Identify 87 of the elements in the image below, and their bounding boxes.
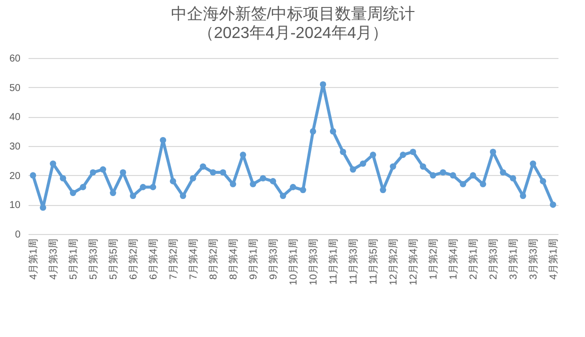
x-tick-label: 11月第1周 xyxy=(328,238,340,284)
y-tick-label: 0 xyxy=(14,230,21,240)
point xyxy=(330,128,336,134)
x-tick-label: 7月第2周 xyxy=(168,238,180,280)
point xyxy=(500,169,506,176)
x-tick-label: 5月第3周 xyxy=(88,238,100,280)
point xyxy=(300,186,306,194)
point xyxy=(290,184,296,190)
x-tick-label: 1月第2周 xyxy=(428,238,440,280)
chart-title: 中企海外新签/中标项目数量周统计 xyxy=(170,5,416,23)
point xyxy=(410,148,416,156)
x-tick-label: 3月第1周 xyxy=(508,238,520,280)
point xyxy=(310,128,316,134)
point xyxy=(50,160,56,167)
x-tick-label: 11月第3周 xyxy=(348,238,360,284)
point xyxy=(240,152,246,158)
x-tick-label: 9月第3周 xyxy=(268,238,280,280)
x-tick-label: 2月第1周 xyxy=(468,238,480,280)
x-tick-label: 9月第1周 xyxy=(248,238,260,280)
point xyxy=(260,175,266,182)
y-tick-label: 60 xyxy=(9,54,21,64)
y-tick-label: 30 xyxy=(9,142,21,152)
point xyxy=(530,160,536,167)
point xyxy=(180,192,186,200)
point xyxy=(150,184,156,190)
point xyxy=(370,152,376,158)
y-tick-label: 40 xyxy=(9,112,21,124)
point xyxy=(440,169,446,176)
x-tick-label: 8月第2周 xyxy=(208,238,220,280)
point xyxy=(460,180,466,188)
point xyxy=(60,175,66,182)
point xyxy=(470,172,476,178)
point xyxy=(140,184,146,190)
x-tick-label: 6月第4周 xyxy=(148,238,160,280)
x-tick-label: 4月第1周 xyxy=(548,238,560,280)
y-tick-label: 50 xyxy=(9,82,21,94)
x-tick-label: 4月第3周 xyxy=(48,238,60,280)
point xyxy=(160,136,166,144)
y-tick-label: 10 xyxy=(9,200,21,212)
point xyxy=(350,166,356,173)
x-tick-label: 10月第3周 xyxy=(308,238,320,286)
point xyxy=(170,178,176,184)
point xyxy=(230,180,236,188)
point xyxy=(540,178,546,184)
y-tick-label: 20 xyxy=(9,170,21,182)
x-tick-label: 2月第3周 xyxy=(488,238,500,280)
point xyxy=(380,186,386,194)
point xyxy=(430,172,436,178)
point xyxy=(190,175,196,182)
point xyxy=(490,148,496,156)
x-tick-label: 12月第2周 xyxy=(388,238,400,286)
point xyxy=(200,163,206,170)
x-tick-label: 3月第3周 xyxy=(528,238,540,280)
point xyxy=(400,152,406,158)
point xyxy=(80,184,86,190)
point xyxy=(130,192,136,200)
point xyxy=(40,204,46,211)
point xyxy=(70,190,76,196)
point xyxy=(210,169,216,176)
x-tick-label: 5月第1周 xyxy=(68,238,80,280)
chart-subtitle: （2023年4月-2024年4月） xyxy=(198,25,388,42)
point xyxy=(550,202,556,208)
point xyxy=(390,163,396,170)
point xyxy=(220,169,226,176)
point xyxy=(510,175,516,182)
point xyxy=(360,160,366,167)
x-tick-label: 1月第4周 xyxy=(448,238,460,280)
point xyxy=(450,172,456,178)
point xyxy=(320,81,326,88)
point xyxy=(250,180,256,188)
x-tick-label: 5月第5周 xyxy=(108,238,120,280)
x-tick-label: 4月第1周 xyxy=(28,238,40,280)
x-tick-label: 8月第4周 xyxy=(228,238,240,280)
point xyxy=(270,178,276,184)
x-tick-label: 7月第4周 xyxy=(188,238,200,280)
point xyxy=(520,192,526,200)
point xyxy=(420,163,426,170)
point xyxy=(30,172,36,178)
point xyxy=(90,169,96,176)
x-tick-label: 12月第4周 xyxy=(408,238,420,286)
x-tick-label: 6月第2周 xyxy=(128,238,140,280)
point xyxy=(280,192,286,200)
x-tick-label: 11月第5周 xyxy=(368,238,380,284)
point xyxy=(340,148,346,156)
x-tick-label: 10月第1周 xyxy=(288,238,300,286)
point xyxy=(100,166,106,173)
point xyxy=(480,180,486,188)
